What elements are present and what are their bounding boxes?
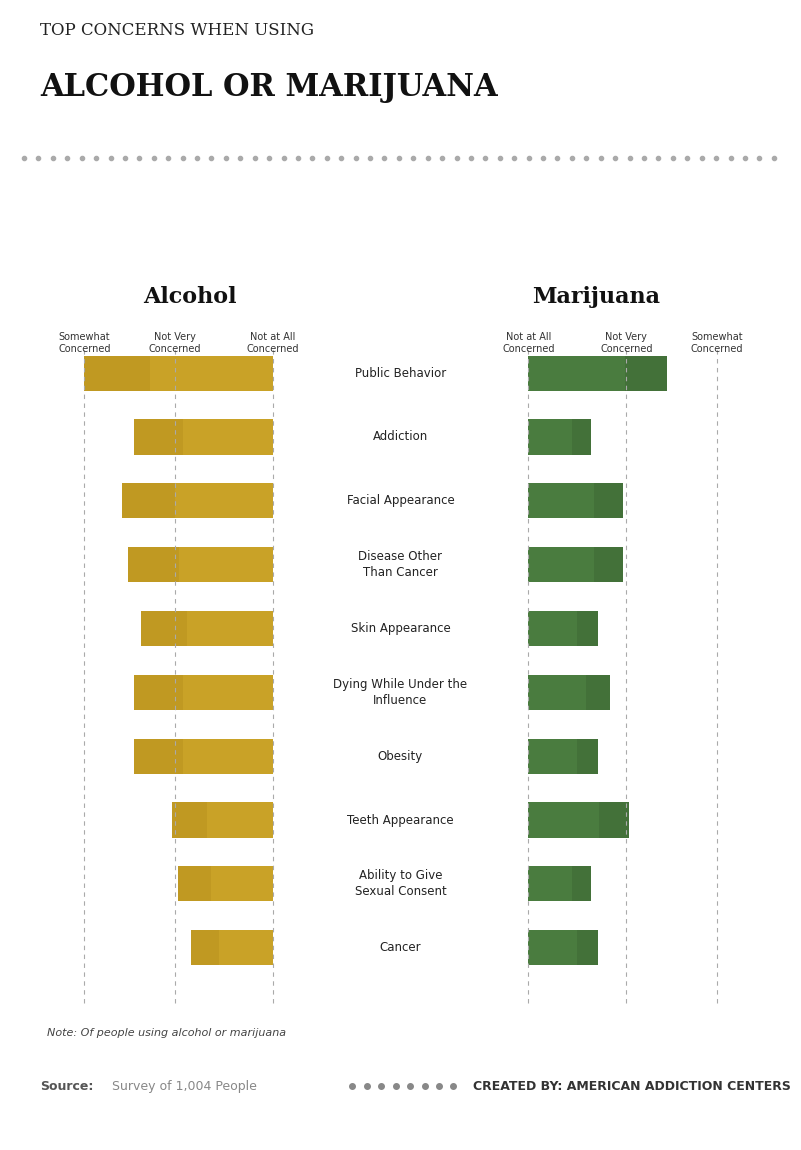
FancyBboxPatch shape bbox=[529, 803, 629, 837]
FancyBboxPatch shape bbox=[529, 483, 622, 519]
FancyBboxPatch shape bbox=[135, 738, 272, 774]
FancyBboxPatch shape bbox=[84, 355, 150, 391]
Text: Obesity: Obesity bbox=[378, 750, 423, 762]
Text: TOP CONCERNS WHEN USING: TOP CONCERNS WHEN USING bbox=[40, 22, 314, 39]
FancyBboxPatch shape bbox=[135, 675, 183, 710]
FancyBboxPatch shape bbox=[191, 930, 219, 965]
Text: Not at All
Concerned: Not at All Concerned bbox=[502, 331, 555, 354]
FancyBboxPatch shape bbox=[529, 611, 598, 646]
FancyBboxPatch shape bbox=[141, 611, 187, 646]
FancyBboxPatch shape bbox=[577, 611, 598, 646]
Text: Ability to Give
Sexual Consent: Ability to Give Sexual Consent bbox=[355, 869, 446, 898]
Text: Facial Appearance: Facial Appearance bbox=[347, 494, 454, 507]
Text: Teeth Appearance: Teeth Appearance bbox=[347, 813, 454, 827]
Text: Marijuana: Marijuana bbox=[532, 286, 660, 308]
FancyBboxPatch shape bbox=[586, 675, 610, 710]
Text: Note: Of people using alcohol or marijuana: Note: Of people using alcohol or marijua… bbox=[46, 1028, 286, 1037]
FancyBboxPatch shape bbox=[594, 483, 622, 519]
Text: Not Very
Concerned: Not Very Concerned bbox=[148, 331, 201, 354]
FancyBboxPatch shape bbox=[191, 930, 272, 965]
Text: ALCOHOL OR MARIJUANA: ALCOHOL OR MARIJUANA bbox=[40, 71, 497, 102]
FancyBboxPatch shape bbox=[128, 547, 179, 582]
FancyBboxPatch shape bbox=[529, 420, 591, 454]
FancyBboxPatch shape bbox=[529, 547, 622, 582]
FancyBboxPatch shape bbox=[128, 547, 272, 582]
FancyBboxPatch shape bbox=[573, 420, 591, 454]
FancyBboxPatch shape bbox=[179, 866, 272, 902]
Text: Disease Other
Than Cancer: Disease Other Than Cancer bbox=[359, 550, 442, 580]
Text: Addiction: Addiction bbox=[373, 430, 428, 444]
Text: Dying While Under the
Influence: Dying While Under the Influence bbox=[333, 677, 468, 707]
FancyBboxPatch shape bbox=[599, 803, 629, 837]
Text: Cancer: Cancer bbox=[380, 941, 421, 954]
Text: Not at All
Concerned: Not at All Concerned bbox=[246, 331, 299, 354]
Text: Survey of 1,004 People: Survey of 1,004 People bbox=[112, 1080, 257, 1092]
FancyBboxPatch shape bbox=[577, 930, 598, 965]
FancyBboxPatch shape bbox=[172, 803, 272, 837]
FancyBboxPatch shape bbox=[529, 866, 591, 902]
Text: Not Very
Concerned: Not Very Concerned bbox=[600, 331, 653, 354]
Text: Somewhat
Concerned: Somewhat Concerned bbox=[58, 331, 111, 354]
FancyBboxPatch shape bbox=[141, 611, 272, 646]
Text: Source:: Source: bbox=[40, 1080, 94, 1092]
FancyBboxPatch shape bbox=[122, 483, 175, 519]
Text: Alcohol: Alcohol bbox=[143, 286, 236, 308]
FancyBboxPatch shape bbox=[573, 866, 591, 902]
Text: Skin Appearance: Skin Appearance bbox=[351, 622, 450, 635]
FancyBboxPatch shape bbox=[135, 738, 183, 774]
FancyBboxPatch shape bbox=[122, 483, 272, 519]
Text: CREATED BY: AMERICAN ADDICTION CENTERS: CREATED BY: AMERICAN ADDICTION CENTERS bbox=[473, 1080, 791, 1092]
Text: Somewhat
Concerned: Somewhat Concerned bbox=[690, 331, 743, 354]
FancyBboxPatch shape bbox=[577, 738, 598, 774]
FancyBboxPatch shape bbox=[172, 803, 207, 837]
FancyBboxPatch shape bbox=[84, 355, 272, 391]
FancyBboxPatch shape bbox=[625, 355, 666, 391]
FancyBboxPatch shape bbox=[135, 420, 272, 454]
FancyBboxPatch shape bbox=[529, 930, 598, 965]
FancyBboxPatch shape bbox=[135, 420, 183, 454]
FancyBboxPatch shape bbox=[135, 675, 272, 710]
FancyBboxPatch shape bbox=[529, 738, 598, 774]
FancyBboxPatch shape bbox=[529, 675, 610, 710]
FancyBboxPatch shape bbox=[179, 866, 211, 902]
Text: Public Behavior: Public Behavior bbox=[355, 367, 446, 380]
FancyBboxPatch shape bbox=[529, 355, 666, 391]
FancyBboxPatch shape bbox=[594, 547, 622, 582]
